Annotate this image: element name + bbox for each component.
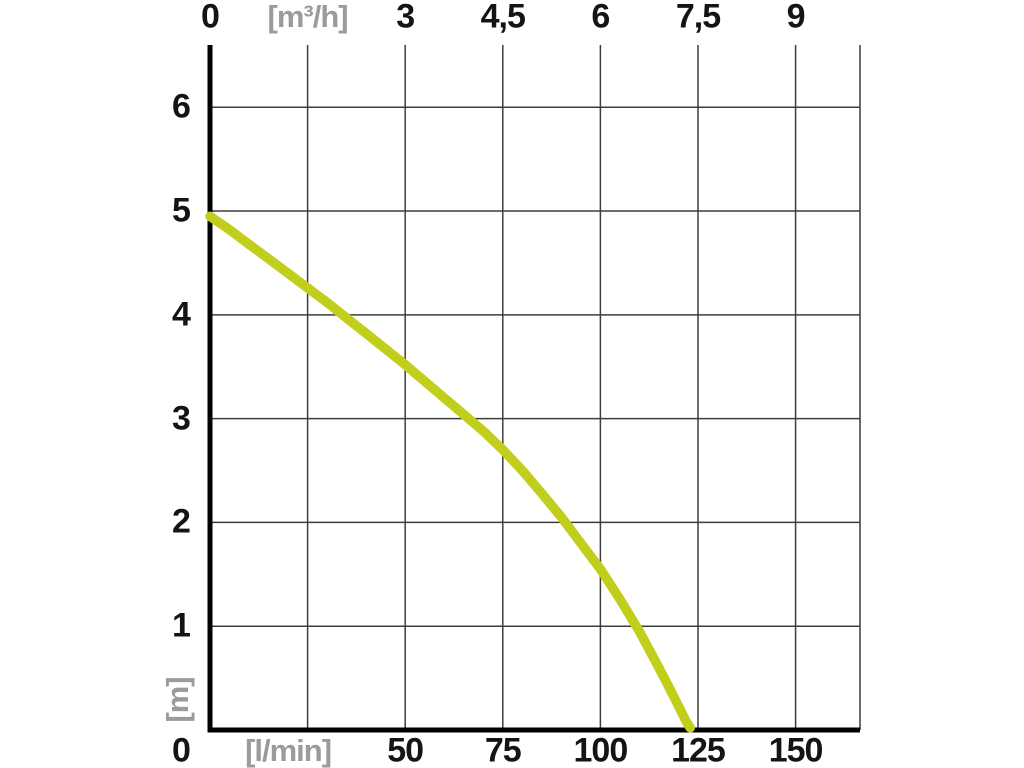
pump-performance-curve xyxy=(205,211,695,733)
